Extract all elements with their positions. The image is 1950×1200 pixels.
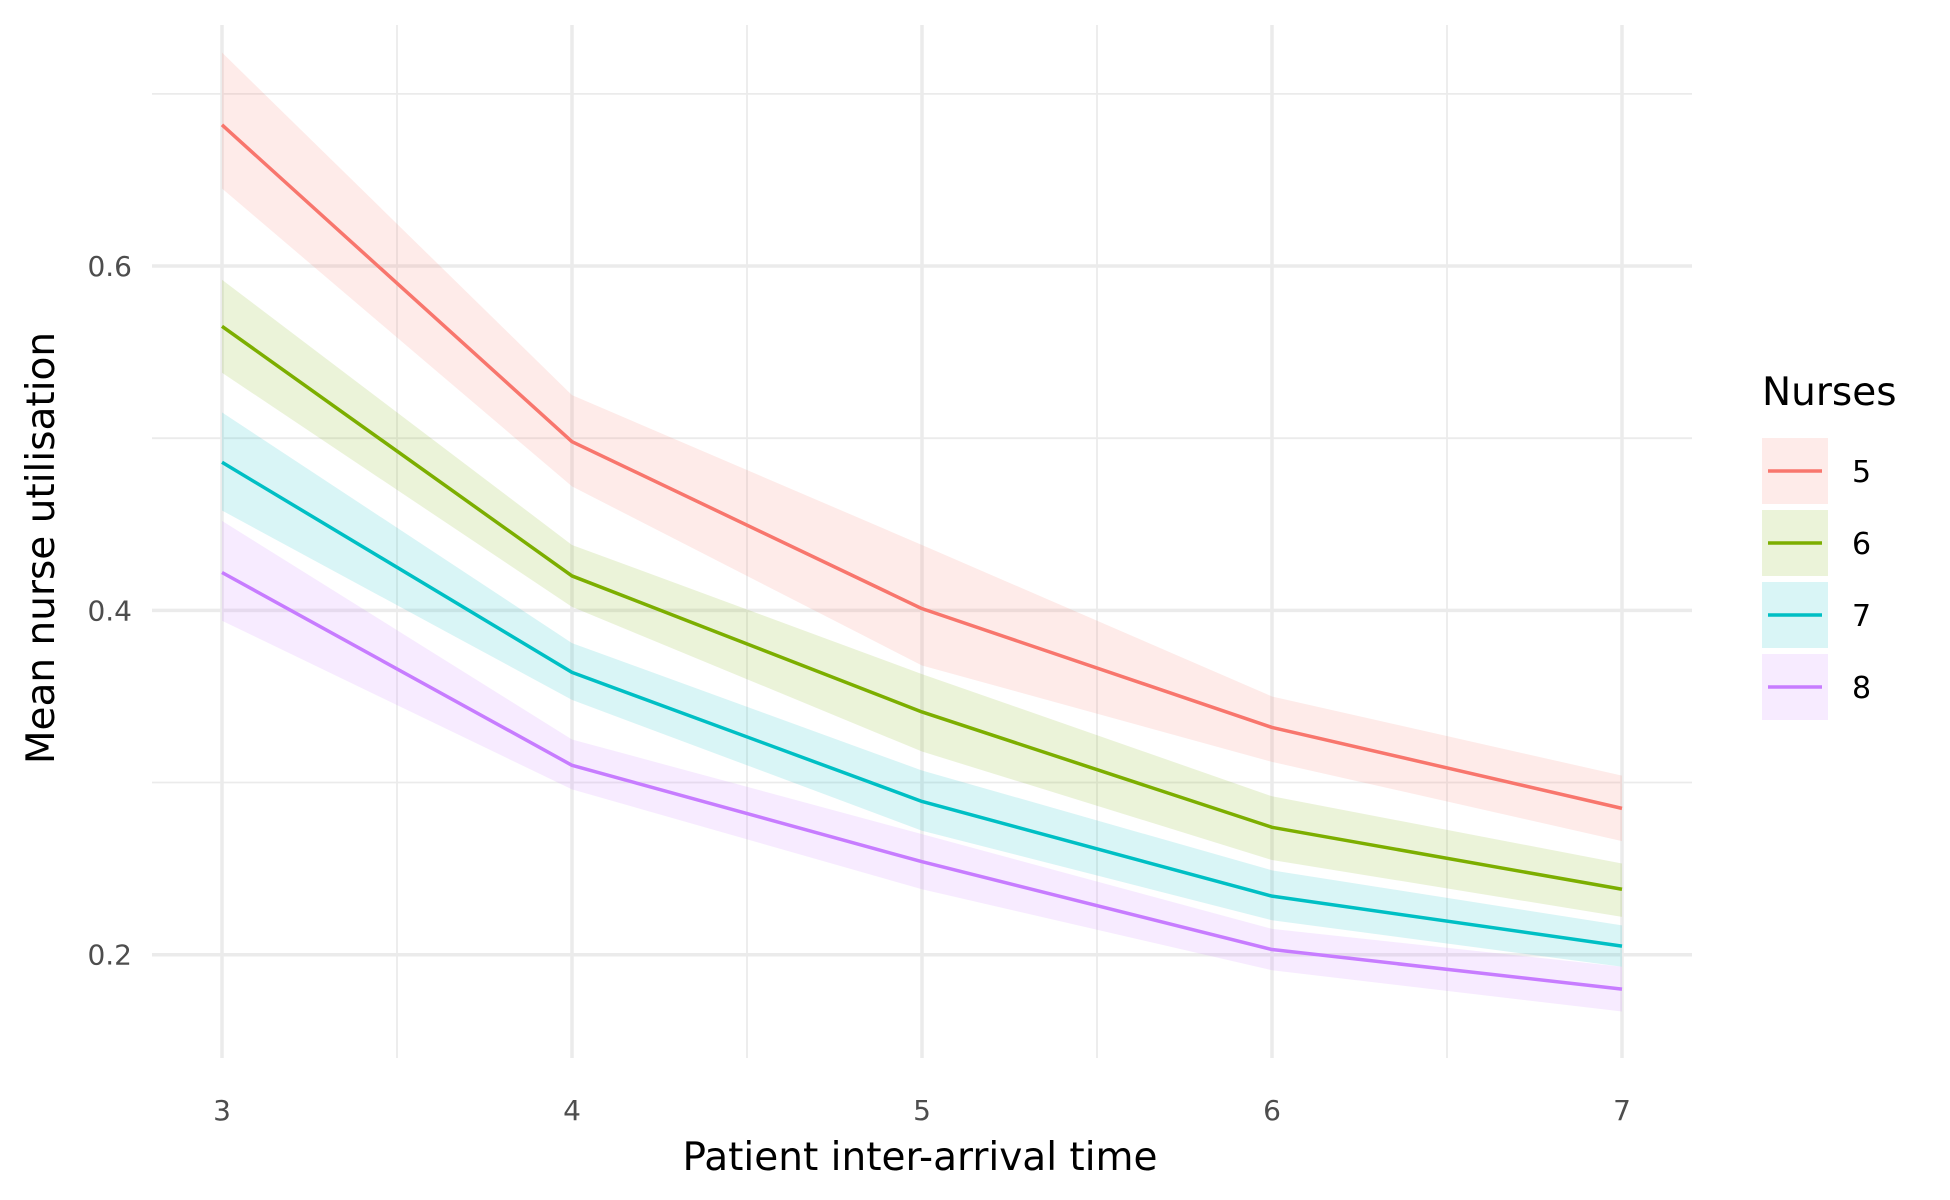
legend-item-nurses-6: 6 xyxy=(1762,510,1871,576)
legend-label: 5 xyxy=(1852,455,1871,490)
legend-item-nurses-5: 5 xyxy=(1762,438,1871,504)
x-axis-ticks: 3 4 5 6 7 xyxy=(213,1094,1631,1127)
x-tick-label: 4 xyxy=(563,1094,581,1127)
legend-items: 5 6 7 8 xyxy=(1762,438,1871,720)
series-line-nurses-6 xyxy=(220,324,1623,891)
legend-item-nurses-7: 7 xyxy=(1762,582,1871,648)
x-axis-title: Patient inter-arrival time xyxy=(682,1135,1157,1180)
y-tick-label: 0.6 xyxy=(87,250,132,283)
legend-label: 7 xyxy=(1852,599,1871,634)
confidence-band-nurses-5 xyxy=(222,52,1622,842)
x-tick-label: 3 xyxy=(213,1094,231,1127)
y-tick-label: 0.4 xyxy=(87,594,132,627)
series-line-nurses-8 xyxy=(221,570,1623,991)
legend: Nurses 5 6 7 8 xyxy=(1762,370,1897,720)
legend-label: 6 xyxy=(1852,527,1871,562)
x-tick-label: 6 xyxy=(1263,1094,1281,1127)
x-tick-label: 5 xyxy=(913,1094,931,1127)
y-tick-label: 0.2 xyxy=(87,939,132,972)
y-axis-ticks: 0.2 0.4 0.6 xyxy=(87,250,132,972)
x-tick-label: 7 xyxy=(1613,1094,1631,1127)
confidence-bands xyxy=(222,52,1622,1012)
confidence-band-nurses-8 xyxy=(222,520,1622,1012)
legend-title: Nurses xyxy=(1762,370,1897,415)
confidence-band-nurses-6 xyxy=(222,279,1622,917)
series-line-nurses-5 xyxy=(220,123,1623,811)
legend-label: 8 xyxy=(1852,671,1871,706)
series-line-nurses-7 xyxy=(221,460,1623,948)
y-axis-title: Mean nurse utilisation xyxy=(19,332,64,764)
confidence-band-nurses-7 xyxy=(222,412,1622,967)
series-lines xyxy=(220,123,1623,991)
legend-item-nurses-8: 8 xyxy=(1762,654,1871,720)
